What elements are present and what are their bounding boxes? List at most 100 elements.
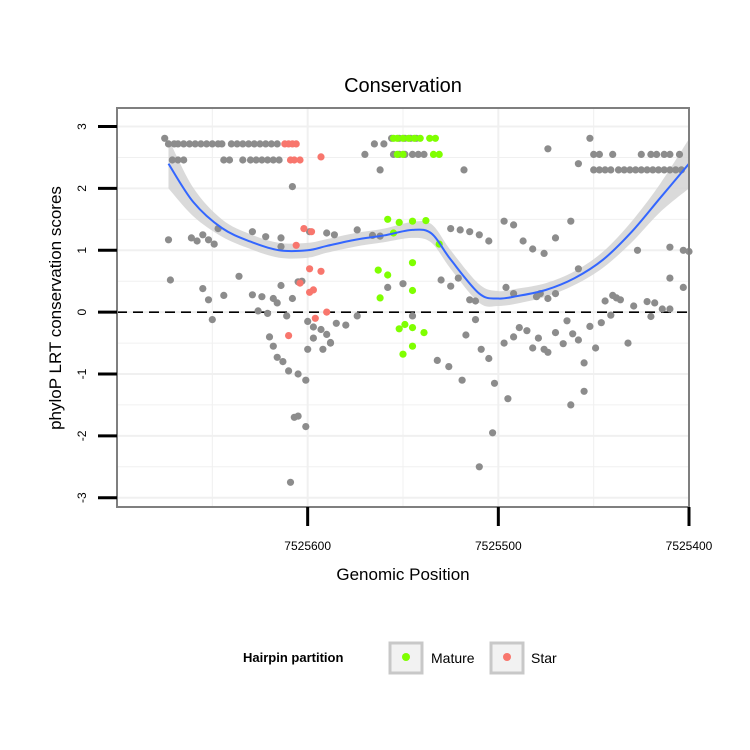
point-other-54 [609, 150, 617, 158]
point-other-170 [515, 324, 523, 332]
point-other-85 [164, 236, 173, 244]
point-star-10 [307, 228, 316, 236]
point-other-154 [437, 276, 445, 284]
point-other-157 [466, 296, 474, 304]
point-other-98 [475, 231, 483, 239]
y-tick-label-1: -2 [75, 430, 89, 441]
point-other-21 [262, 140, 270, 148]
point-other-184 [597, 319, 605, 327]
point-other-63 [601, 166, 609, 174]
point-other-189 [647, 312, 655, 321]
point-other-88 [199, 231, 207, 239]
point-other-59 [666, 150, 674, 158]
point-other-13 [180, 156, 188, 164]
point-other-33 [361, 150, 369, 158]
point-other-209 [679, 283, 687, 291]
point-other-61 [590, 166, 598, 174]
point-other-94 [277, 243, 285, 251]
point-other-117 [248, 291, 256, 299]
point-other-140 [285, 367, 293, 375]
point-mature-10 [429, 150, 438, 158]
y-tick-label-5: 2 [75, 185, 89, 192]
point-other-73 [660, 166, 668, 174]
point-other-12 [174, 156, 182, 164]
point-other-114 [208, 316, 216, 324]
point-other-113 [204, 296, 213, 304]
y-axis-title: phyloP LRT conservation scores [46, 186, 65, 430]
point-other-67 [626, 166, 634, 174]
point-other-16 [233, 140, 241, 148]
point-other-56 [647, 150, 655, 158]
point-other-46 [420, 150, 428, 158]
point-other-71 [649, 166, 657, 174]
point-other-167 [500, 339, 508, 347]
legend-key-mature: Mature [388, 641, 475, 675]
point-other-35 [380, 140, 388, 148]
legend-key-star: Star [489, 641, 557, 675]
point-other-25 [225, 156, 234, 164]
point-other-156 [454, 274, 462, 282]
point-mature-12 [384, 215, 392, 223]
point-other-186 [607, 311, 615, 319]
point-other-48 [460, 166, 468, 174]
point-other-194 [475, 463, 483, 471]
point-other-179 [569, 330, 577, 338]
point-other-191 [658, 305, 666, 313]
point-other-143 [304, 345, 312, 353]
point-mature-11 [435, 150, 443, 158]
legend: Hairpin partition Mature Star [243, 641, 557, 675]
x-tick-label-2: 7525400 [666, 539, 713, 553]
point-other-204 [609, 291, 617, 299]
point-other-107 [633, 246, 642, 254]
point-other-129 [309, 323, 317, 331]
point-other-152 [399, 280, 407, 288]
point-other-62 [595, 166, 604, 174]
point-mature-22 [408, 286, 417, 295]
point-mature-24 [395, 325, 403, 333]
point-mature-16 [422, 217, 430, 225]
point-other-15 [227, 140, 235, 148]
point-other-29 [258, 156, 266, 164]
point-other-137 [269, 342, 277, 350]
point-other-108 [666, 243, 674, 251]
point-other-103 [529, 245, 537, 253]
series-other [161, 134, 693, 486]
point-other-95 [447, 225, 455, 233]
point-other-3 [174, 140, 182, 148]
point-other-60 [675, 150, 684, 158]
point-other-24 [220, 156, 228, 164]
point-other-124 [283, 312, 291, 320]
point-other-11 [168, 156, 176, 164]
point-other-1 [164, 140, 173, 148]
point-other-19 [250, 140, 258, 148]
point-other-142 [302, 376, 310, 384]
point-mature-8 [393, 150, 401, 158]
point-mature-6 [426, 134, 434, 142]
point-other-80 [323, 229, 331, 237]
point-other-172 [529, 344, 537, 352]
point-other-195 [567, 401, 575, 409]
point-star-3 [292, 140, 300, 148]
point-other-5 [185, 140, 194, 148]
point-other-163 [471, 316, 480, 324]
point-other-99 [485, 237, 493, 245]
point-other-78 [277, 234, 285, 242]
x-axis-title: Genomic Position [336, 565, 469, 584]
point-other-180 [574, 336, 583, 344]
point-other-155 [447, 282, 455, 290]
point-other-0 [161, 134, 169, 142]
point-other-136 [265, 333, 274, 341]
point-other-97 [466, 228, 474, 236]
y-tick-label-3: 0 [75, 308, 89, 315]
point-other-165 [485, 354, 493, 363]
point-other-18 [245, 140, 253, 148]
legend-swatch-star [503, 653, 511, 661]
point-other-164 [477, 345, 485, 353]
point-other-14 [218, 140, 226, 148]
point-other-146 [326, 339, 335, 347]
point-mature-18 [408, 259, 417, 267]
point-other-31 [269, 156, 277, 164]
point-other-162 [462, 331, 470, 339]
y-tick-label-0: -3 [75, 492, 89, 503]
point-mature-4 [410, 134, 418, 142]
